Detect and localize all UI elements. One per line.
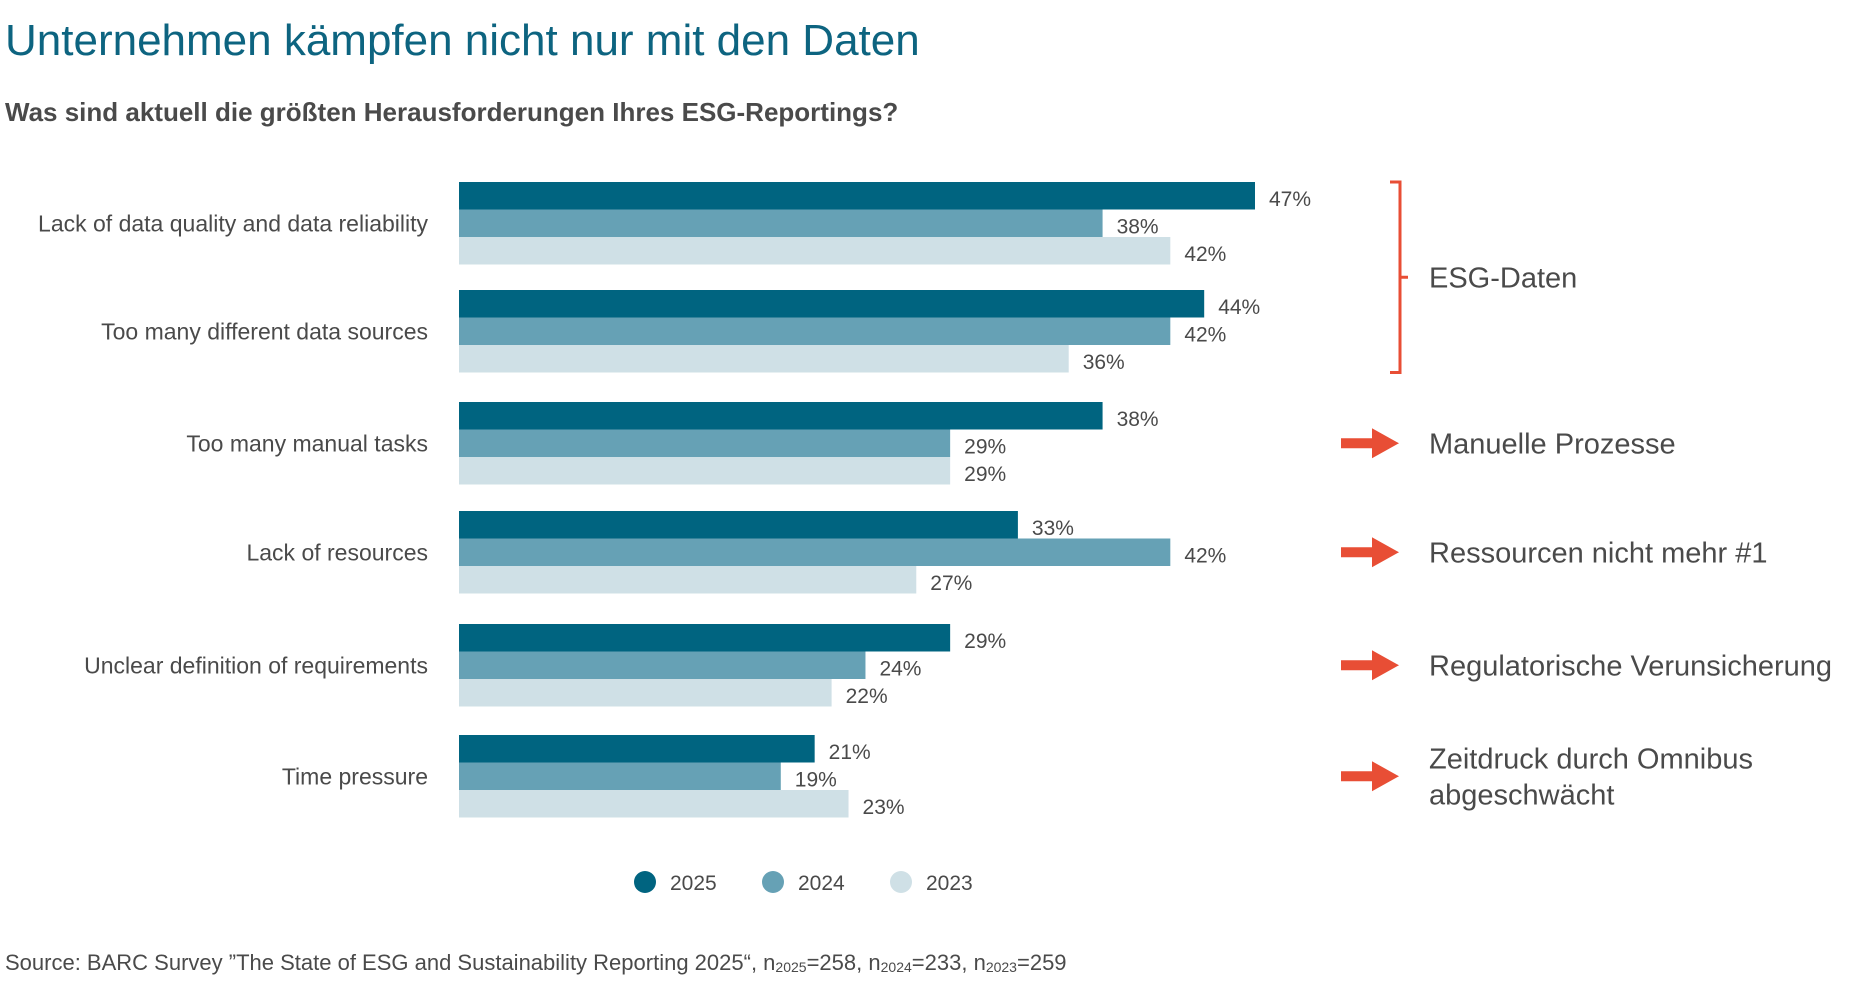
bar-2023 xyxy=(459,237,1171,265)
bar-2024 xyxy=(459,651,866,679)
data-label-2024: 29% xyxy=(964,435,1006,458)
n-2023: n2023=259 xyxy=(973,950,1067,975)
data-label-2025: 21% xyxy=(829,741,871,764)
arrow-right-icon xyxy=(1341,650,1399,681)
chart-title: Unternehmen kämpfen nicht nur mit den Da… xyxy=(5,16,920,65)
bar-2024 xyxy=(459,762,781,790)
bar-2025 xyxy=(459,290,1205,318)
legend-marker-2024 xyxy=(762,871,784,893)
data-label-2025: 44% xyxy=(1218,296,1260,319)
bar-2023 xyxy=(459,457,951,485)
arrow-right-icon xyxy=(1341,761,1399,792)
arrow-right-icon xyxy=(1341,537,1399,568)
annotation-label: Regulatorische Verunsicherung xyxy=(1429,650,1832,682)
annotation-label: abgeschwächt xyxy=(1429,779,1614,811)
legend-marker-2025 xyxy=(634,871,656,893)
bar-2024 xyxy=(459,429,951,457)
data-label-2024: 42% xyxy=(1184,544,1226,567)
category-label: Too many different data sources xyxy=(101,318,428,344)
bar-2025 xyxy=(459,182,1255,210)
bar-2024 xyxy=(459,317,1171,345)
annotation-label: Manuelle Prozesse xyxy=(1429,428,1676,460)
arrow-right-icon xyxy=(1341,428,1399,459)
data-label-2025: 29% xyxy=(964,630,1006,653)
bar-2025 xyxy=(459,624,951,652)
chart-subtitle: Was sind aktuell die größten Herausforde… xyxy=(5,97,899,127)
bar-2025 xyxy=(459,511,1018,539)
bar-2023 xyxy=(459,566,917,594)
category-label: Unclear definition of requirements xyxy=(84,652,428,678)
legend-label-2025: 2025 xyxy=(670,872,717,895)
annotation-label: Ressourcen nicht mehr #1 xyxy=(1429,537,1768,569)
legend-label-2024: 2024 xyxy=(798,872,845,895)
bar-2025 xyxy=(459,402,1103,430)
data-label-2025: 38% xyxy=(1117,408,1159,431)
data-label-2024: 38% xyxy=(1117,215,1159,238)
bar-2023 xyxy=(459,679,832,707)
data-label-2024: 42% xyxy=(1184,323,1226,346)
data-label-2023: 23% xyxy=(863,796,905,819)
annotation-label: Zeitdruck durch Omnibus xyxy=(1429,743,1753,775)
data-label-2023: 27% xyxy=(930,572,972,595)
data-label-2023: 42% xyxy=(1184,243,1226,266)
category-label: Lack of data quality and data reliabilit… xyxy=(38,210,428,236)
data-label-2023: 36% xyxy=(1083,351,1125,374)
legend-label-2023: 2023 xyxy=(926,872,973,895)
annotation-label: ESG-Daten xyxy=(1429,262,1577,294)
source-text: Source: BARC Survey ”The State of ESG an… xyxy=(5,950,764,975)
data-label-2023: 29% xyxy=(964,463,1006,486)
n-2025: n2025=258 xyxy=(763,950,857,975)
n-2024: n2024=233 xyxy=(868,950,962,975)
data-label-2023: 22% xyxy=(846,685,888,708)
bar-2023 xyxy=(459,345,1069,373)
category-label: Time pressure xyxy=(282,763,428,789)
data-label-2025: 47% xyxy=(1269,188,1311,211)
data-label-2025: 33% xyxy=(1032,517,1074,540)
bar-2024 xyxy=(459,538,1171,566)
data-label-2024: 19% xyxy=(795,768,837,791)
legend-marker-2023 xyxy=(890,871,912,893)
category-label: Lack of resources xyxy=(246,539,428,565)
bar-2024 xyxy=(459,209,1103,237)
data-label-2024: 24% xyxy=(879,657,921,680)
bar-2025 xyxy=(459,735,815,763)
source-note: Source: BARC Survey ”The State of ESG an… xyxy=(5,950,1067,975)
bracket-icon xyxy=(1390,180,1408,374)
bar-2023 xyxy=(459,790,849,818)
category-label: Too many manual tasks xyxy=(186,430,428,456)
